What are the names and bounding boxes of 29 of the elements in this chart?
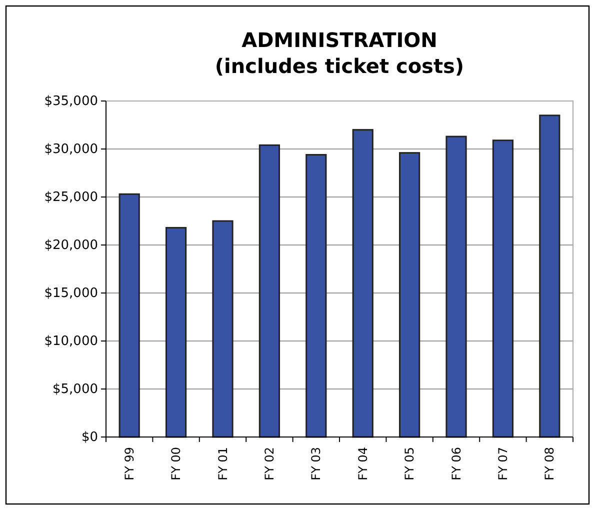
x-tick-label: FY 05 [402,447,417,480]
x-tick-label: FY 08 [542,447,557,480]
chart-title: ADMINISTRATION (includes ticket costs) [214,28,464,78]
bar [212,220,234,438]
bar [165,226,187,438]
y-tick-label: $10,000 [44,334,98,350]
y-tick-label: $35,000 [44,94,98,110]
bar [539,114,560,438]
y-tick-label: $5,000 [52,382,98,398]
y-tick-label: $25,000 [44,190,98,206]
bar [306,154,327,438]
x-tick-label: FY 01 [216,447,230,480]
bar [352,129,374,438]
bar [446,136,467,438]
x-tick-label: FY 04 [356,447,370,480]
bar [258,144,280,438]
y-tick-label: $20,000 [44,238,98,254]
x-tick-label: FY 03 [309,447,324,480]
x-tick-label: FY 99 [122,447,136,480]
x-tick-label: FY 07 [496,447,510,480]
bar [398,152,420,438]
x-tick-label: FY 00 [169,447,184,480]
y-tick-label: $30,000 [44,142,98,158]
bar [118,193,140,438]
bar [492,140,514,438]
x-tick-label: FY 02 [262,447,276,480]
x-tick-label: FY 06 [449,447,464,480]
y-tick-label: $15,000 [44,286,98,302]
y-tick-label: $0 [81,430,98,446]
